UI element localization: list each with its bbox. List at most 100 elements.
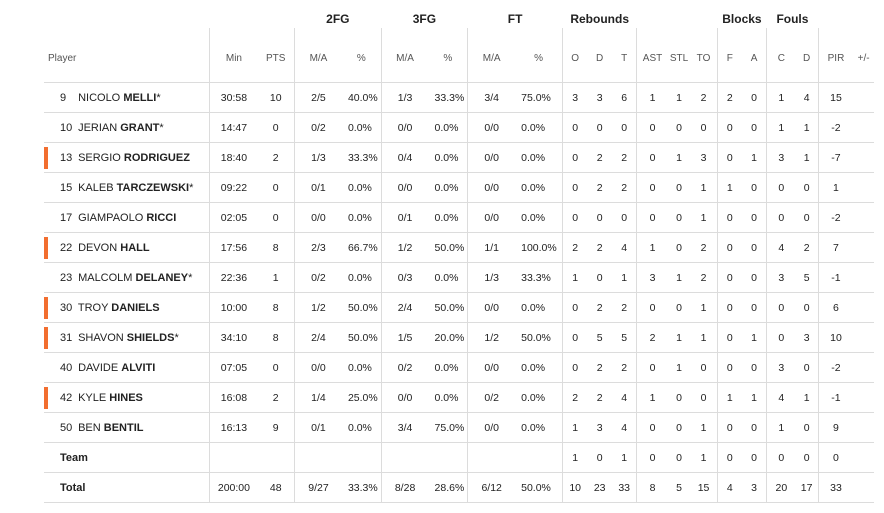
player-number: 15 [60, 181, 73, 194]
player-stl: 1 [667, 352, 691, 383]
player-plus-minus [853, 322, 874, 353]
player-stl: 1 [667, 262, 691, 293]
player-last-name[interactable]: TARCZEWSKI [116, 181, 190, 194]
player-3fg-pct: 0.0% [428, 382, 468, 413]
player-stl: 0 [667, 412, 691, 443]
player-blk-f: 0 [716, 292, 742, 323]
player-3fg: 0/0 [380, 382, 429, 413]
team-row: Team 1 0 1 0 0 1 0 0 0 0 0 [44, 442, 874, 473]
player-reb-t: 2 [612, 142, 637, 173]
player-pir: -7 [817, 142, 854, 173]
player-name-cell: 22 DEVON HALL [44, 232, 210, 263]
player-last-name[interactable]: RODRIGUEZ [123, 151, 190, 164]
player-to: 2 [690, 262, 718, 293]
total-to: 15 [690, 472, 718, 503]
player-last-name[interactable]: GRANT [120, 121, 160, 134]
player-first-name: MALCOLM [78, 271, 133, 284]
player-ast: 0 [636, 142, 668, 173]
player-blk-f: 0 [716, 232, 742, 263]
player-2fg-pct: 50.0% [341, 292, 382, 323]
player-name-cell: 30 TROY DANIELS [44, 292, 210, 323]
starter-mark: * [174, 331, 179, 344]
total-ast: 8 [636, 472, 668, 503]
player-3fg-pct: 0.0% [428, 172, 468, 203]
player-reb-d: 2 [587, 352, 613, 383]
player-last-name[interactable]: ALVITI [121, 361, 156, 374]
player-reb-t: 4 [612, 382, 637, 413]
total-foul-c: 20 [766, 472, 796, 503]
total-reb-t: 33 [612, 472, 637, 503]
player-reb-o: 2 [562, 232, 588, 263]
col-reb-d: D [596, 52, 604, 64]
group-fouls: Fouls [776, 12, 809, 26]
col-reb-t: T [621, 52, 628, 64]
player-reb-t: 1 [612, 262, 637, 293]
player-2fg-pct: 0.0% [341, 412, 382, 443]
total-ft-pct: 50.0% [515, 472, 563, 503]
total-blk-a: 3 [741, 472, 767, 503]
bench-marker [44, 237, 48, 259]
player-reb-d: 2 [587, 232, 613, 263]
player-blk-f: 0 [716, 262, 742, 293]
player-last-name[interactable]: HALL [120, 241, 150, 254]
player-number: 13 [60, 151, 73, 164]
col-min: Min [209, 28, 258, 83]
player-to: 1 [690, 412, 718, 443]
player-blk-a: 1 [741, 382, 767, 413]
player-plus-minus [853, 232, 874, 263]
player-foul-c: 0 [766, 172, 796, 203]
player-first-name: TROY [77, 301, 109, 314]
player-ft: 0/0 [467, 352, 516, 383]
player-name-cell: 42 KYLE HINES [44, 382, 210, 413]
player-stl: 1 [667, 142, 691, 173]
player-ft: 3/4 [467, 82, 516, 113]
player-2fg: 0/2 [294, 112, 342, 143]
starter-mark: * [189, 181, 194, 194]
player-last-name[interactable]: SHIELDS [126, 331, 175, 344]
player-pts: 9 [257, 412, 295, 443]
player-blk-a: 1 [741, 142, 767, 173]
player-2fg: 0/1 [294, 412, 342, 443]
player-first-name: DEVON [78, 241, 118, 254]
total-foul-d: 17 [795, 472, 819, 503]
player-min: 02:05 [209, 202, 258, 233]
player-reb-t: 6 [612, 82, 637, 113]
player-ft-pct: 50.0% [515, 322, 563, 353]
player-foul-c: 3 [766, 142, 796, 173]
player-2fg-pct: 40.0% [341, 82, 382, 113]
player-last-name[interactable]: HINES [109, 391, 143, 404]
player-min: 22:36 [209, 262, 258, 293]
col-blk-a: A [750, 52, 758, 64]
player-ast: 3 [636, 262, 668, 293]
player-reb-o: 0 [562, 292, 588, 323]
player-2fg-pct: 33.3% [341, 142, 382, 173]
player-foul-d: 1 [795, 142, 819, 173]
player-stl: 0 [667, 232, 691, 263]
player-pts: 0 [257, 112, 295, 143]
player-name-cell: 9 NICOLO MELLI* [44, 82, 210, 113]
player-min: 09:22 [209, 172, 258, 203]
player-foul-c: 3 [766, 262, 796, 293]
player-pir: -2 [817, 352, 854, 383]
player-last-name[interactable]: MELLI [123, 91, 157, 104]
player-min: 16:08 [209, 382, 258, 413]
col-ft-pct: % [534, 52, 544, 64]
player-pir: 6 [817, 292, 854, 323]
player-plus-minus [853, 112, 874, 143]
player-pts: 1 [257, 262, 295, 293]
player-last-name[interactable]: BENTIL [103, 421, 144, 434]
player-number: 17 [60, 211, 73, 224]
player-foul-d: 0 [795, 412, 819, 443]
player-2fg-pct: 50.0% [341, 322, 382, 353]
player-foul-c: 0 [766, 202, 796, 233]
player-last-name[interactable]: DELANEY [135, 271, 189, 284]
player-first-name: DAVIDE [78, 361, 119, 374]
player-first-name: BEN [78, 421, 101, 434]
bench-marker [44, 297, 48, 319]
player-last-name[interactable]: RICCI [146, 211, 177, 224]
player-number: 40 [60, 361, 73, 374]
player-foul-c: 1 [766, 82, 796, 113]
starter-mark: * [156, 91, 161, 104]
player-last-name[interactable]: DANIELS [111, 301, 160, 314]
player-plus-minus [853, 292, 874, 323]
